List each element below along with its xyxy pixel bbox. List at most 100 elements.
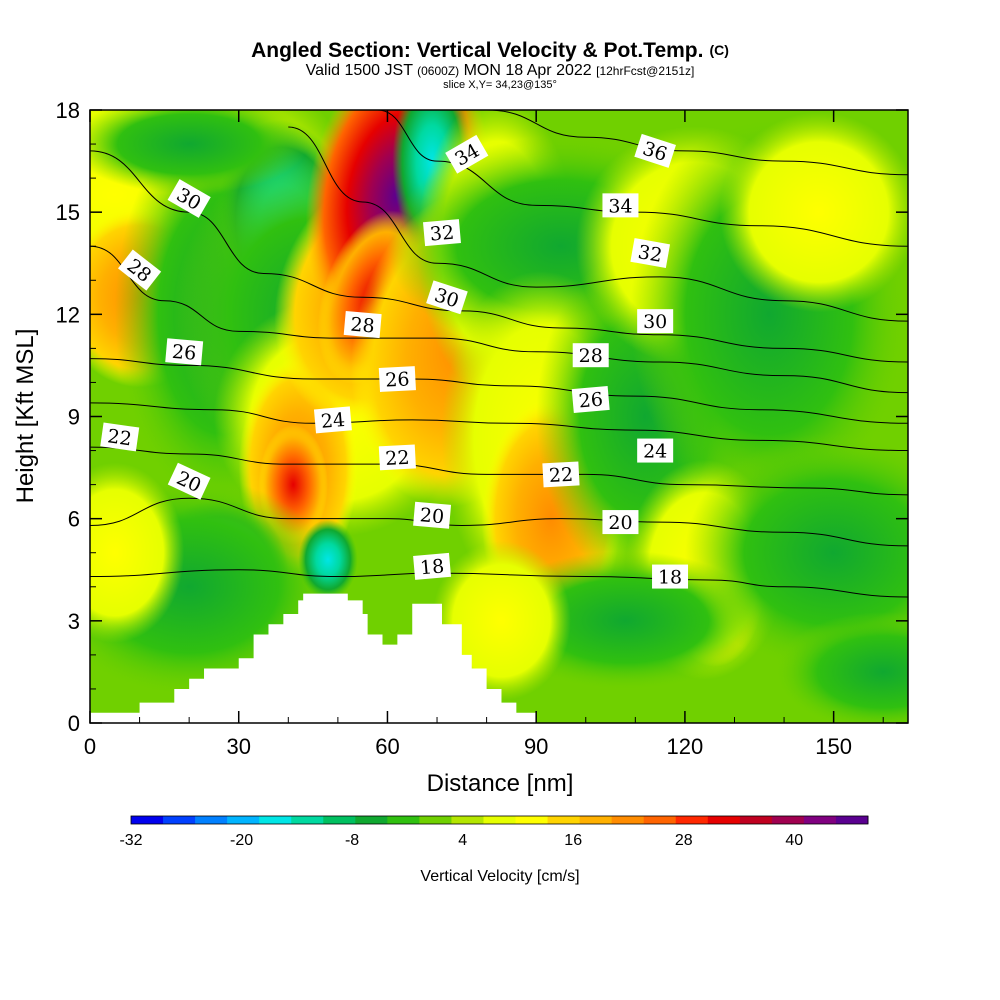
theta-label-text: 24 [643, 441, 667, 463]
theta-contour-34 [377, 110, 908, 247]
theta-label-text: 32 [429, 222, 455, 246]
x-tick-label: 90 [524, 734, 548, 759]
colorbar-swatch [451, 816, 484, 824]
theta-label: 20 [167, 462, 211, 500]
colorbar-swatch [579, 816, 613, 824]
colorbar-swatch [355, 816, 388, 824]
velocity-cell [90, 110, 309, 195]
colorbar-swatch [515, 816, 549, 824]
colorbar-tick-label: -8 [345, 832, 359, 849]
theta-label: 30 [637, 309, 674, 334]
colorbar-swatch [131, 816, 164, 824]
theta-label-text: 22 [385, 447, 410, 470]
theta-label: 18 [413, 552, 452, 580]
theta-label: 24 [637, 438, 674, 463]
colorbar-swatch [195, 816, 228, 824]
theta-label-text: 26 [578, 388, 604, 412]
chart-subtitle: Valid 1500 JST (0600Z) MON 18 Apr 2022 [… [306, 62, 695, 79]
y-tick-label: 12 [56, 302, 80, 327]
theta-label: 20 [413, 501, 452, 529]
theta-label: 22 [378, 444, 416, 471]
theta-contour-24 [90, 402, 908, 452]
y-tick-label: 9 [68, 405, 80, 430]
colorbar-swatch [835, 816, 869, 824]
colorbar-swatch [323, 816, 356, 824]
theta-contour-28 [90, 245, 908, 394]
theta-label-text: 22 [548, 464, 573, 487]
y-tick-label: 6 [68, 507, 80, 532]
theta-label-text: 22 [106, 425, 133, 450]
theta-label-text: 32 [636, 241, 664, 267]
theta-label-text: 26 [171, 341, 197, 365]
theta-contour-32 [288, 126, 908, 322]
colorbar-swatch [163, 816, 196, 824]
theta-label: 22 [542, 461, 580, 488]
velocity-cell [684, 432, 908, 673]
colorbar: -32 -20 -8 4 16 28 40 [119, 815, 869, 849]
theta-label-text: 18 [658, 567, 682, 589]
theta-label-text: 26 [385, 368, 410, 391]
terrain [90, 593, 537, 723]
theta-label-text: 18 [419, 555, 445, 579]
velocity-cell [90, 462, 185, 643]
y-tick-label: 0 [68, 711, 80, 736]
theta-label: 22 [100, 422, 140, 452]
colorbar-swatch [419, 816, 452, 824]
theta-contour-18 [90, 569, 908, 598]
colorbar-label: Vertical Velocity [cm/s] [420, 868, 579, 885]
colorbar-tick-label: 16 [564, 832, 582, 849]
velocity-cell [298, 519, 358, 600]
theta-label-text: 20 [608, 512, 632, 534]
colorbar-swatch [803, 816, 837, 824]
colorbar-tick-label: -32 [119, 832, 142, 849]
colorbar-swatch [675, 816, 709, 824]
colorbar-swatch [387, 816, 420, 824]
y-tick-label: 18 [56, 98, 80, 123]
theta-label: 26 [571, 385, 610, 413]
theta-contours [90, 110, 908, 598]
axes: 0 30 60 90 120 150 0 3 6 9 12 15 18 [56, 98, 908, 759]
colorbar-tick-label: 28 [675, 832, 693, 849]
vertical-velocity-field [90, 110, 908, 723]
colorbar-swatch [739, 816, 773, 824]
theta-label-text: 28 [579, 345, 603, 367]
colorbar-swatch [259, 816, 292, 824]
x-tick-label: 30 [226, 734, 250, 759]
colorbar-swatch [291, 816, 324, 824]
theta-label-text: 24 [320, 409, 346, 433]
colorbar-swatch [227, 816, 260, 824]
theta-label-text: 30 [643, 311, 667, 333]
theta-label: 18 [652, 564, 689, 589]
chart-subtitle-slice: slice X,Y= 34,23@135° [443, 79, 557, 91]
theta-label: 28 [343, 311, 382, 339]
theta-contour-22 [90, 446, 908, 496]
theta-contour-36 [486, 110, 908, 176]
theta-label: 26 [378, 366, 416, 392]
colorbar-swatch [611, 816, 645, 824]
y-tick-label: 15 [56, 200, 80, 225]
theta-label: 32 [423, 219, 461, 247]
theta-label-text: 20 [419, 504, 445, 528]
theta-label: 26 [165, 338, 204, 366]
theta-label-text: 28 [350, 314, 376, 338]
colorbar-swatch [771, 816, 805, 824]
y-axis-label: Height [Kft MSL] [12, 329, 39, 504]
velocity-cell [719, 112, 908, 313]
x-tick-label: 150 [815, 734, 852, 759]
colorbar-tick-label: 40 [785, 832, 803, 849]
x-tick-label: 120 [667, 734, 704, 759]
theta-label: 34 [602, 193, 639, 218]
terrain-mask [90, 593, 537, 723]
theta-label: 20 [602, 510, 639, 535]
x-axis-label: Distance [nm] [427, 770, 574, 797]
theta-label: 24 [313, 406, 352, 434]
colorbar-tick-label: 4 [458, 832, 467, 849]
theta-label-text: 34 [608, 195, 632, 217]
theta-contour-20 [90, 497, 908, 547]
colorbar-frame [130, 815, 869, 825]
colorbar-tick-label: -20 [230, 832, 253, 849]
theta-contour-26 [90, 358, 908, 424]
theta-contour-labels: 3430282622203230282624222018363432302826… [100, 133, 689, 589]
theta-label: 28 [572, 343, 609, 368]
